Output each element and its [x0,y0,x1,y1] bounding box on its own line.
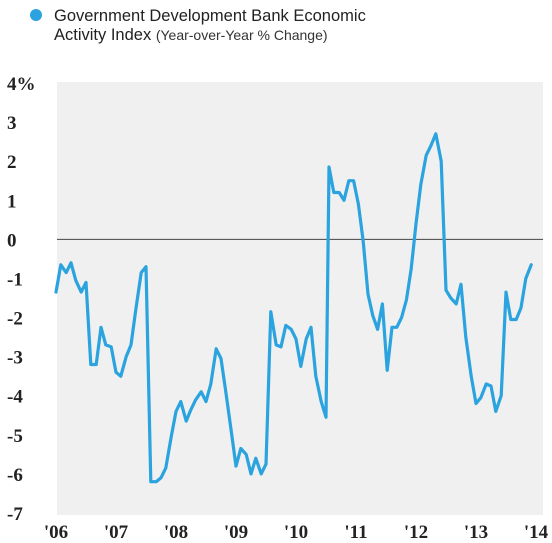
chart-title: Government Development Bank Economic Act… [54,7,448,45]
y-tick-label: 2 [7,152,17,173]
plot-area [57,82,543,515]
y-tick-label: 3 [7,113,17,134]
x-tick-label: '06 [44,522,68,543]
y-tick-label: -1 [7,269,23,290]
y-tick-label: -6 [7,465,23,486]
x-tick-label: '08 [164,522,188,543]
x-tick-label: '11 [344,522,367,543]
series-line [54,132,533,484]
y-tick-label: 0 [7,230,17,251]
y-tick-label: -4 [7,387,23,408]
x-tick-label: '09 [224,522,248,543]
y-tick-label: -2 [7,309,23,330]
y-tick-label: -3 [7,348,23,369]
legend-marker [30,9,42,21]
x-tick-label: '14 [524,522,549,543]
y-axis: 4% 3 2 1 0 -1 -2 -3 -4 -5 -6 -7 [7,74,36,525]
y-tick-label: -7 [7,504,23,525]
x-tick-label: '12 [404,522,428,543]
chart-title-line1: Government Development Bank Economic [54,7,366,25]
y-tick-label: -5 [7,426,23,447]
x-axis: '06 '07 '08 '09 '10 '11 '12 '13 '14 [44,522,549,543]
chart-legend: Government Development Bank Economic Act… [28,7,448,45]
x-tick-label: '10 [284,522,308,543]
y-tick-label: 4% [7,74,36,95]
x-tick-label: '07 [104,522,129,543]
chart-title-line2: Activity Index [54,26,152,44]
x-tick-label: '13 [464,522,488,543]
y-tick-label: 1 [7,191,17,212]
chart-unit-note: (Year-over-Year % Change) [155,27,328,43]
